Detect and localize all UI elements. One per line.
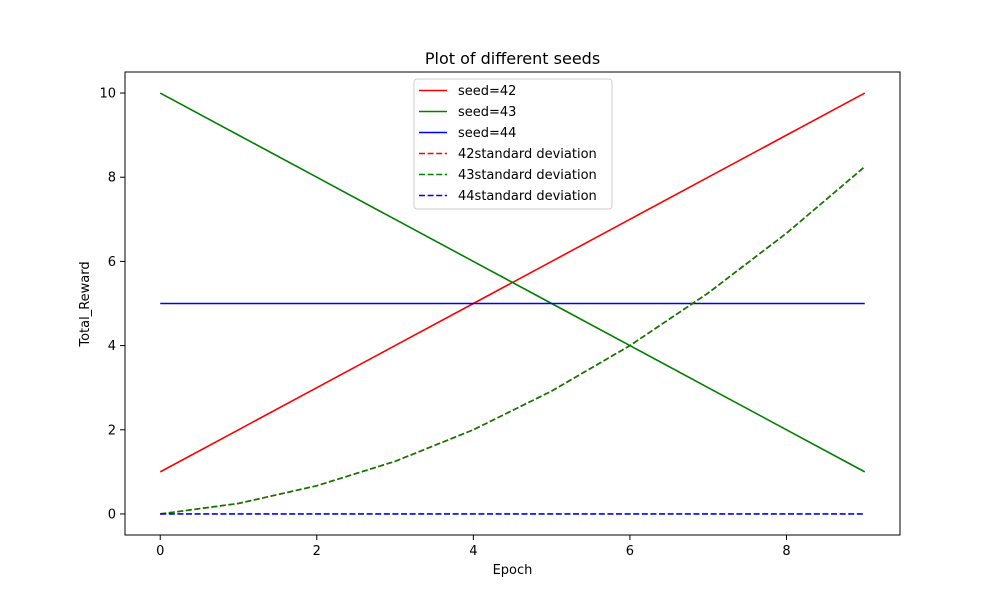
series-layer	[159, 92, 866, 515]
legend-label-seed-42: seed=42	[458, 84, 516, 99]
legend: seed=42 seed=43 seed=44 42standard deviatio…	[413, 78, 613, 210]
x-tick-label: 0	[156, 544, 164, 559]
y-tick-label: 2	[108, 423, 116, 438]
y-axis-label: Total_Reward	[78, 261, 93, 347]
x-tick-label: 2	[313, 544, 321, 559]
x-tick-label: 8	[782, 544, 790, 559]
x-axis-label: Epoch	[493, 563, 533, 578]
y-tick-label: 0	[108, 507, 116, 522]
legend-label-seed-43: seed=43	[458, 105, 516, 120]
legend-label-44standard-deviation: 44standard deviation	[458, 189, 597, 204]
series-line-42standard-deviation	[160, 166, 866, 515]
y-tick-label: 10	[99, 87, 116, 102]
series-line-seed-43	[159, 92, 866, 473]
legend-label-42standard-deviation: 42standard deviation	[458, 147, 597, 162]
series-line-43standard-deviation	[160, 166, 866, 515]
axes-layer: 0 2 4 6 8 0 2 4 6 8 10	[99, 71, 901, 559]
legend-label-43standard-deviation: 43standard deviation	[458, 168, 597, 183]
legend-label-seed-44: seed=44	[458, 126, 516, 141]
chart-title: Plot of different seeds	[425, 49, 600, 68]
x-tick-label: 4	[469, 544, 477, 559]
y-tick-label: 8	[108, 171, 116, 186]
legend-box	[413, 78, 613, 210]
y-tick-label: 4	[108, 339, 116, 354]
y-tick-label: 6	[108, 255, 116, 270]
plot-frame	[124, 71, 901, 536]
x-tick-label: 6	[626, 544, 634, 559]
